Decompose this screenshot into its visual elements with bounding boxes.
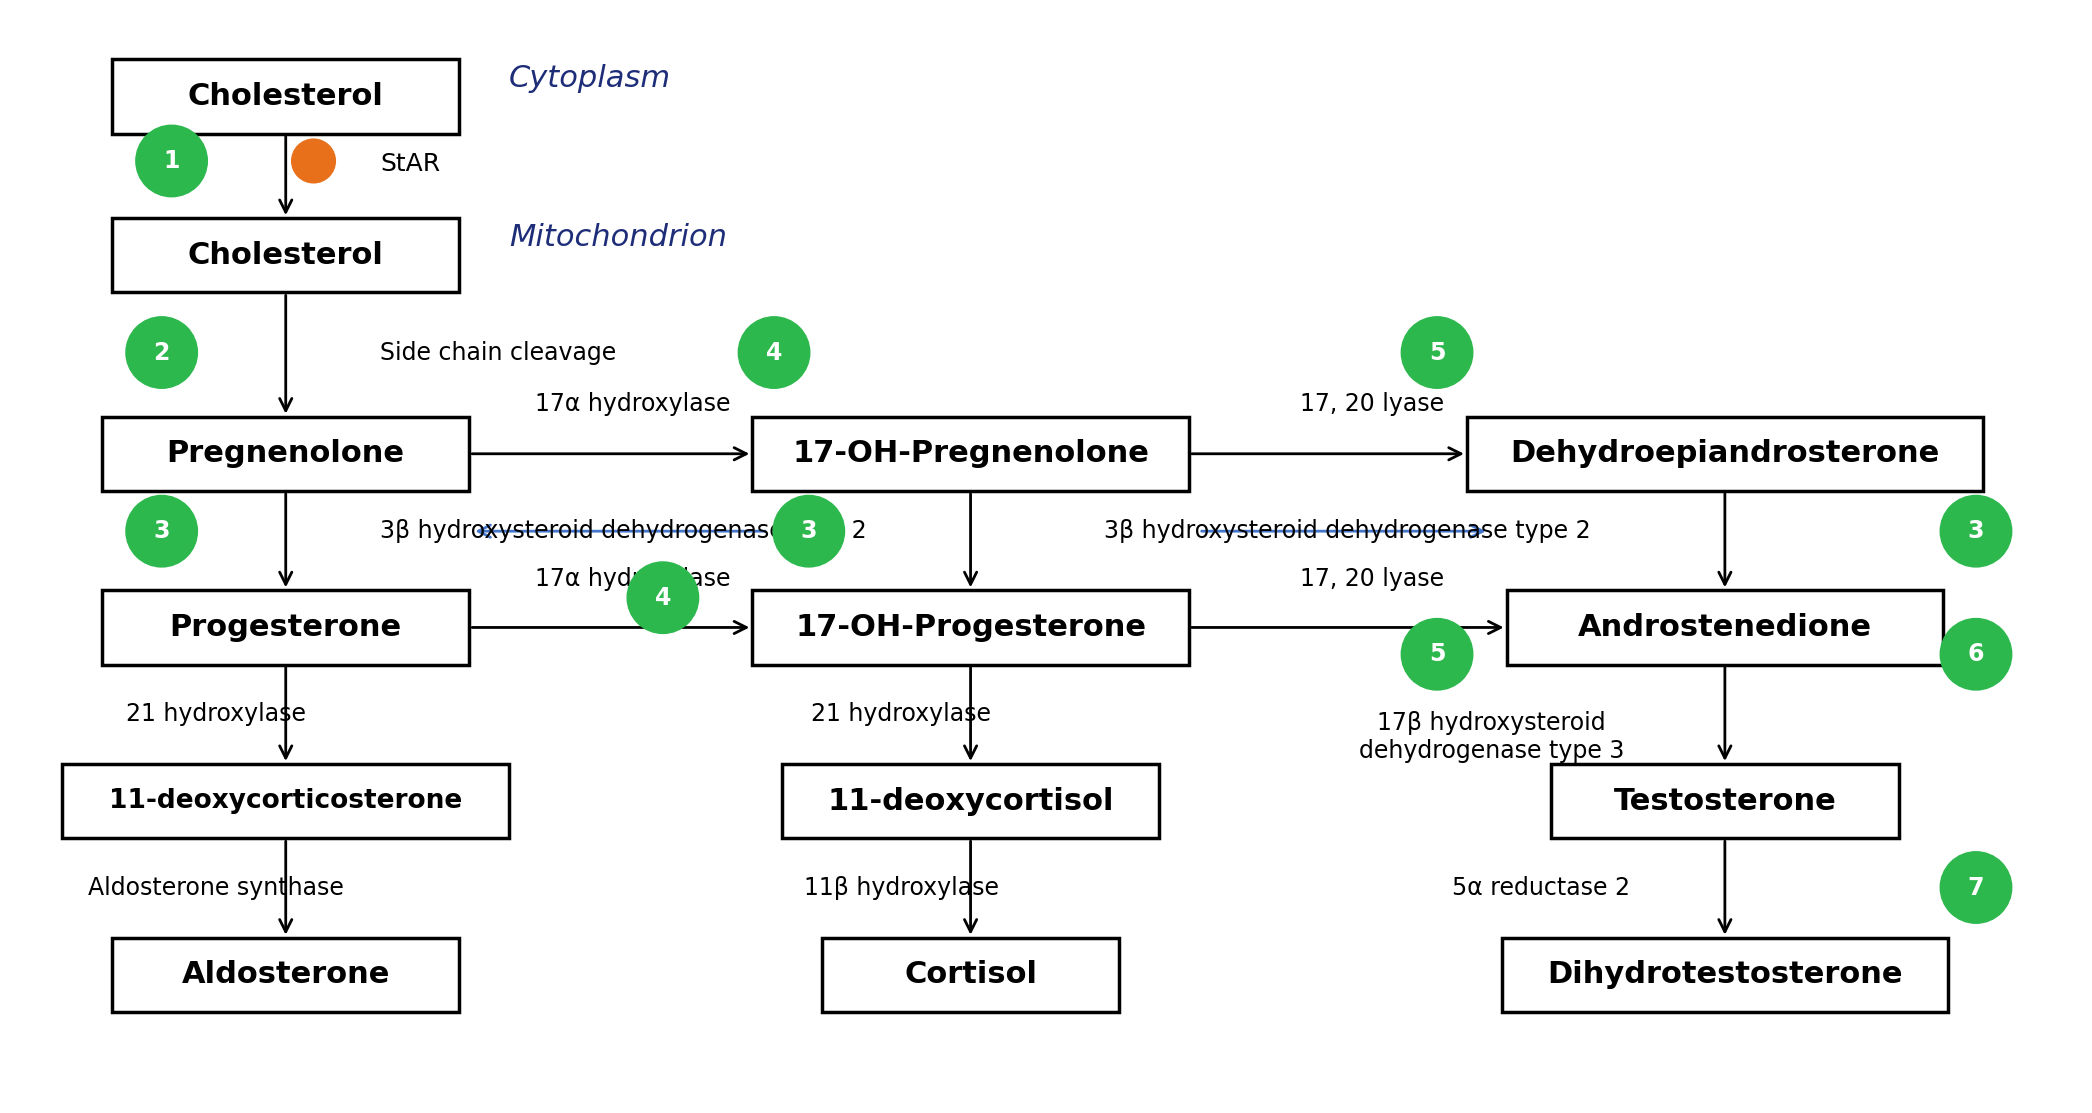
Circle shape <box>1939 851 2013 923</box>
FancyBboxPatch shape <box>782 764 1159 838</box>
Text: 5: 5 <box>1429 642 1446 667</box>
Text: 3: 3 <box>1969 519 1983 543</box>
Text: Cholesterol: Cholesterol <box>188 82 383 111</box>
Text: StAR: StAR <box>381 152 439 176</box>
FancyBboxPatch shape <box>753 590 1188 664</box>
FancyBboxPatch shape <box>113 937 460 1012</box>
Circle shape <box>136 126 207 197</box>
Circle shape <box>1402 317 1473 388</box>
Text: 17α hydroxylase: 17α hydroxylase <box>536 392 730 416</box>
FancyBboxPatch shape <box>1550 764 1900 838</box>
Circle shape <box>774 495 845 567</box>
FancyBboxPatch shape <box>1502 937 1948 1012</box>
Text: Androstenedione: Androstenedione <box>1577 613 1872 642</box>
Text: Pregnenolone: Pregnenolone <box>167 440 404 469</box>
Text: 3: 3 <box>153 519 169 543</box>
Text: Aldosterone synthase: Aldosterone synthase <box>88 876 345 899</box>
Text: Cytoplasm: Cytoplasm <box>508 65 672 93</box>
Text: 1: 1 <box>163 149 180 173</box>
FancyBboxPatch shape <box>103 590 469 664</box>
FancyBboxPatch shape <box>63 764 508 838</box>
Text: 2: 2 <box>153 341 169 365</box>
Text: 11-deoxycorticosterone: 11-deoxycorticosterone <box>109 788 462 814</box>
Text: Aldosterone: Aldosterone <box>182 961 389 989</box>
Text: 17, 20 lyase: 17, 20 lyase <box>1301 392 1446 416</box>
Text: Progesterone: Progesterone <box>169 613 402 642</box>
Circle shape <box>126 495 197 567</box>
Text: 4: 4 <box>766 341 782 365</box>
FancyBboxPatch shape <box>753 416 1188 491</box>
Text: 17α hydroxylase: 17α hydroxylase <box>536 567 730 591</box>
Text: 17, 20 lyase: 17, 20 lyase <box>1301 567 1446 591</box>
Text: 3β hydroxysteroid dehydrogenase type 2: 3β hydroxysteroid dehydrogenase type 2 <box>1105 519 1592 543</box>
FancyBboxPatch shape <box>822 937 1119 1012</box>
Text: 17-OH-Progesterone: 17-OH-Progesterone <box>795 613 1146 642</box>
Text: 3β hydroxysteroid dehydrogenase type 2: 3β hydroxysteroid dehydrogenase type 2 <box>381 519 866 543</box>
Circle shape <box>628 562 699 633</box>
Circle shape <box>1939 619 2013 690</box>
Circle shape <box>126 317 197 388</box>
FancyBboxPatch shape <box>113 218 460 293</box>
Text: Mitochondrion: Mitochondrion <box>508 223 728 252</box>
Text: 11-deoxycortisol: 11-deoxycortisol <box>826 787 1113 816</box>
FancyBboxPatch shape <box>1506 590 1943 664</box>
Text: 17-OH-Pregnenolone: 17-OH-Pregnenolone <box>793 440 1149 469</box>
Text: 3: 3 <box>801 519 818 543</box>
Text: 17β hydroxysteroid
dehydrogenase type 3: 17β hydroxysteroid dehydrogenase type 3 <box>1360 711 1623 762</box>
Text: 5: 5 <box>1429 341 1446 365</box>
FancyBboxPatch shape <box>113 59 460 134</box>
Text: Dehydroepiandrosterone: Dehydroepiandrosterone <box>1510 440 1939 469</box>
Text: 7: 7 <box>1969 876 1983 899</box>
FancyBboxPatch shape <box>103 416 469 491</box>
Text: 21 hydroxylase: 21 hydroxylase <box>126 702 305 726</box>
Text: 5α reductase 2: 5α reductase 2 <box>1452 876 1630 899</box>
Circle shape <box>291 139 335 183</box>
Circle shape <box>1402 619 1473 690</box>
Text: Cortisol: Cortisol <box>904 961 1038 989</box>
Text: 4: 4 <box>655 585 672 610</box>
Circle shape <box>1939 495 2013 567</box>
Text: 6: 6 <box>1969 642 1983 667</box>
Text: Testosterone: Testosterone <box>1613 787 1837 816</box>
Text: Dihydrotestosterone: Dihydrotestosterone <box>1548 961 1902 989</box>
FancyBboxPatch shape <box>1466 416 1983 491</box>
Text: Side chain cleavage: Side chain cleavage <box>381 341 617 365</box>
Text: 21 hydroxylase: 21 hydroxylase <box>812 702 992 726</box>
Text: Cholesterol: Cholesterol <box>188 240 383 269</box>
Circle shape <box>738 317 810 388</box>
Text: 11β hydroxylase: 11β hydroxylase <box>803 876 998 899</box>
